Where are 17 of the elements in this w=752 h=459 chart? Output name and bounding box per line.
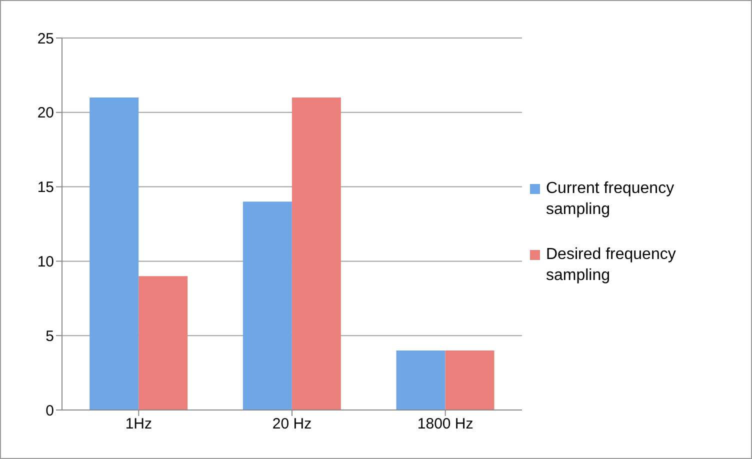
bar <box>242 202 292 410</box>
bar <box>292 98 341 410</box>
bar <box>90 98 139 410</box>
y-tick-label: 25 <box>37 30 54 48</box>
legend-label: Desired frequency sampling <box>546 245 677 286</box>
legend-label: Current frequency sampling <box>546 179 676 220</box>
y-tick-label: 5 <box>46 328 54 345</box>
bar <box>138 276 188 410</box>
bar <box>445 350 494 410</box>
x-tick-label: 1Hz <box>125 416 152 433</box>
x-tick-label: 1800 Hz <box>417 416 474 433</box>
y-tick-label: 15 <box>37 179 54 196</box>
bar <box>396 350 446 410</box>
y-tick-label: 20 <box>37 104 54 122</box>
x-tick-label: 20 Hz <box>272 416 312 433</box>
y-tick-label: 0 <box>46 402 54 420</box>
y-tick-label: 10 <box>37 254 54 271</box>
